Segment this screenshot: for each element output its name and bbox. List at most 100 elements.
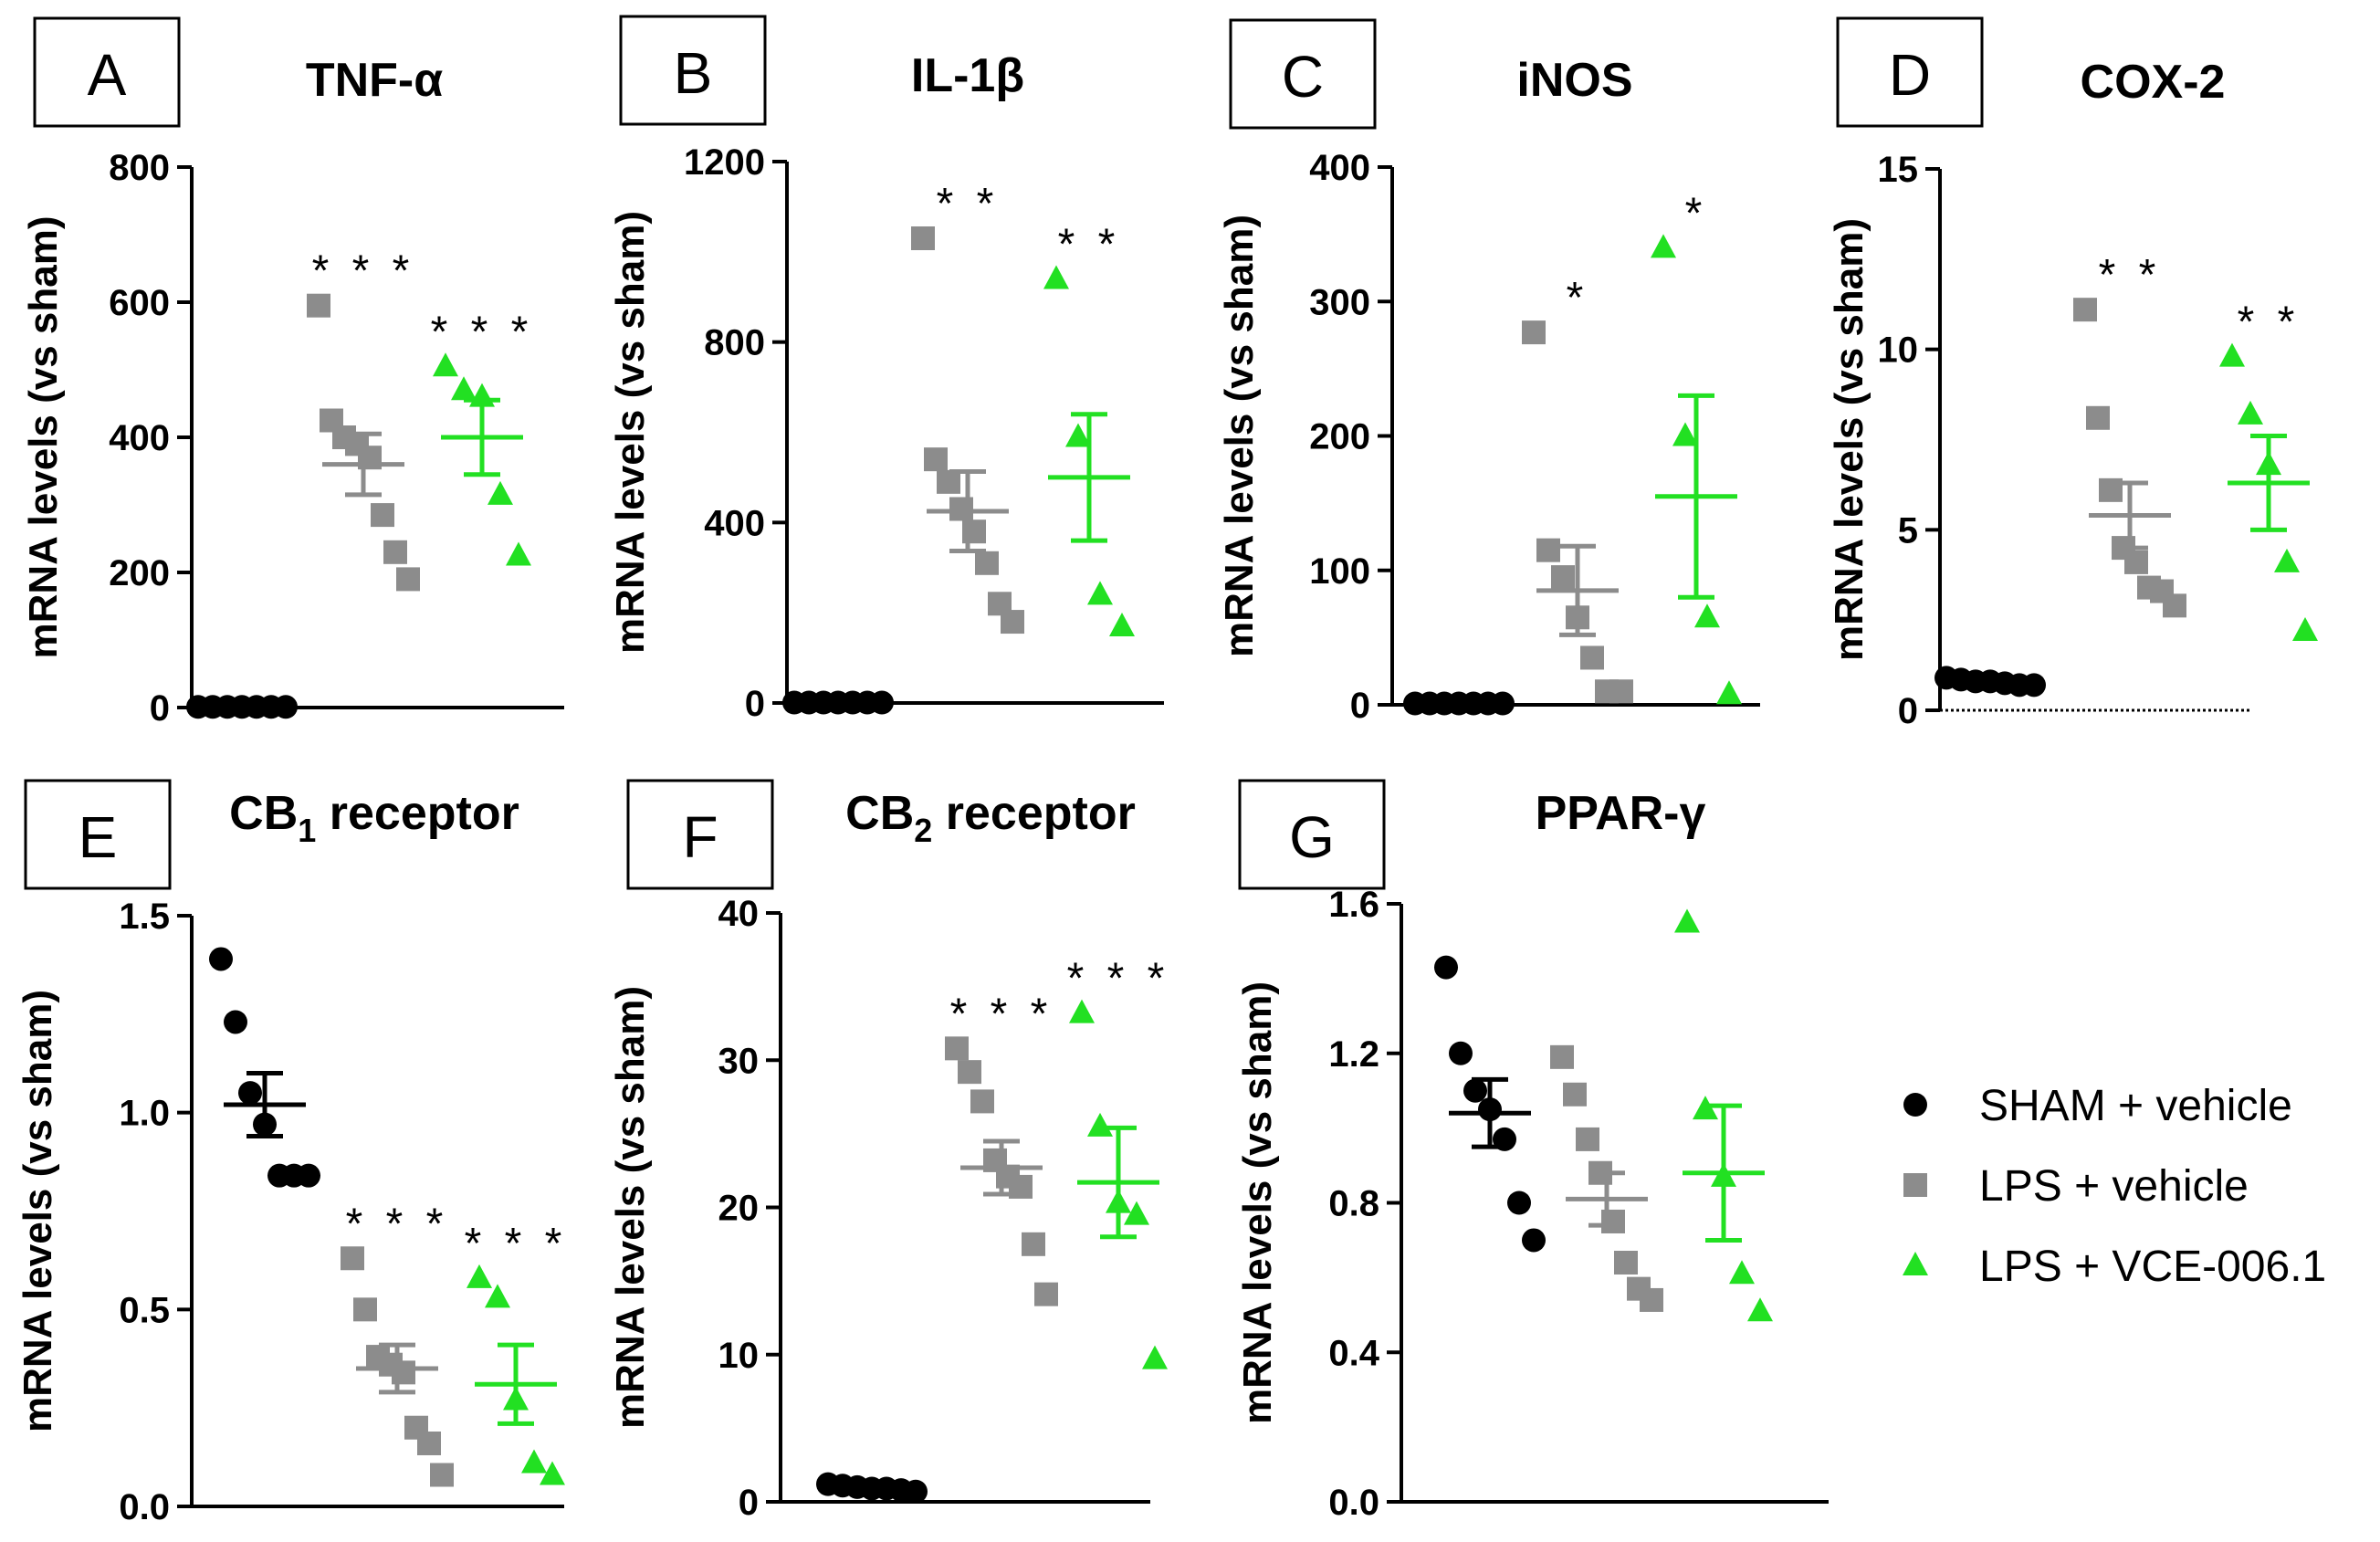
series-triangle: * * <box>2219 299 2318 642</box>
y-axis-label: mRNA levels (vs sham) <box>1827 218 1871 661</box>
series-square: * <box>1522 274 1633 704</box>
y-tick-label: 800 <box>704 323 765 363</box>
series-triangle: * * <box>1043 220 1135 636</box>
panel-label: F <box>682 804 718 870</box>
legend-marker <box>1903 1093 1927 1117</box>
series-square: * * * <box>341 1200 454 1487</box>
data-point <box>1651 234 1676 258</box>
y-tick-label: 0.0 <box>1328 1483 1379 1523</box>
data-point <box>1022 1232 1045 1256</box>
panel-title: iNOS <box>1516 54 1632 107</box>
data-point <box>307 293 330 318</box>
panel-e: E CB1 receptor 0.0 0.5 1.0 1.5 mRNA levels (vs… <box>16 779 568 1527</box>
panel-title: CB1 receptor <box>229 787 519 849</box>
data-point <box>2274 548 2300 572</box>
data-point <box>1576 1127 1599 1151</box>
significance-stars: * * <box>2099 251 2162 299</box>
series-circle <box>1403 691 1515 716</box>
panel-label-box <box>1836 16 1984 128</box>
data-point <box>945 1036 969 1061</box>
series-triangle: * * * <box>1067 955 1168 1369</box>
panel-label-box <box>24 779 172 890</box>
data-point <box>1001 610 1024 635</box>
series-triangle <box>1674 908 1773 1322</box>
data-point <box>958 1060 981 1085</box>
panel-title-suffix: receptor <box>932 787 1136 840</box>
panel-b: B IL-1β 0 400 800 1200 mRNA levels (vs sham) * … <box>608 15 1164 724</box>
data-point <box>911 226 935 251</box>
y-tick-label: 1200 <box>684 142 765 183</box>
panel-title-text: TNF-α <box>306 54 443 107</box>
data-point <box>924 447 948 472</box>
data-point <box>341 1246 364 1271</box>
data-point <box>1434 955 1458 980</box>
data-point <box>870 690 894 715</box>
panel-title: COX-2 <box>2081 56 2226 109</box>
y-tick-label: 1.0 <box>119 1094 170 1134</box>
panel-title-subscript: 1 <box>298 812 316 849</box>
panel-label-box <box>626 779 774 890</box>
data-point <box>937 469 960 494</box>
panel-f: F CB2 receptor 0 10 20 30 40 mRNA levels (vs sh… <box>608 779 1168 1523</box>
data-point <box>1522 320 1546 345</box>
series-circle <box>782 690 894 715</box>
y-tick-label: 0 <box>1350 686 1370 726</box>
panel-title: CB2 receptor <box>845 787 1136 849</box>
legend: SHAM + vehicle LPS + vehicle LPS + VCE-006… <box>1903 1082 2326 1291</box>
data-point <box>467 1264 492 1288</box>
data-point <box>1142 1345 1168 1369</box>
data-point <box>1609 679 1633 704</box>
data-point <box>2238 400 2263 425</box>
data-point <box>209 947 233 971</box>
data-point <box>2219 342 2245 367</box>
y-axis-label: mRNA levels (vs sham) <box>21 215 66 658</box>
data-point <box>1580 645 1604 670</box>
y-axis-label: mRNA levels (vs sham) <box>16 990 60 1432</box>
panel-title: PPAR-γ <box>1536 787 1706 840</box>
data-point <box>2163 593 2186 618</box>
series-circle <box>209 947 320 1188</box>
panel-title-text: PPAR-γ <box>1536 787 1706 840</box>
data-point <box>1729 1260 1755 1285</box>
data-point <box>371 503 394 528</box>
data-point <box>1065 423 1091 447</box>
series-square: * * <box>911 180 1024 635</box>
data-point <box>1640 1287 1663 1312</box>
panel-g: G PPAR-γ 0.0 0.4 0.8 1.2 1.6 mRNA levels (vs sh… <box>1235 779 1829 1523</box>
y-tick-label: 5 <box>1898 510 1918 551</box>
data-point <box>1034 1282 1058 1306</box>
significance-stars: * * * <box>346 1200 449 1248</box>
significance-stars: * * <box>2238 299 2301 347</box>
data-point <box>1716 680 1742 705</box>
significance-stars: * <box>1567 274 1589 322</box>
y-tick-label: 0.4 <box>1328 1333 1379 1373</box>
y-tick-label: 0.0 <box>119 1487 170 1527</box>
significance-stars: * * * <box>950 990 1054 1038</box>
data-point <box>451 376 477 401</box>
panel-title-text: IL-1β <box>911 49 1024 102</box>
panel-label: E <box>79 804 118 870</box>
series-triangle: * * * <box>431 308 534 566</box>
data-point <box>1463 1078 1487 1103</box>
y-tick-label: 100 <box>1309 551 1370 592</box>
panel-title: IL-1β <box>911 49 1024 102</box>
data-point <box>224 1010 247 1034</box>
y-tick-label: 200 <box>109 553 170 593</box>
series-circle <box>816 1472 928 1504</box>
data-point <box>904 1479 928 1504</box>
panel-title-text: COX-2 <box>2081 56 2226 109</box>
panel-title-subscript: 2 <box>914 812 932 849</box>
legend-label: LPS + vehicle <box>1979 1162 2249 1211</box>
significance-stars: * * * <box>431 308 534 356</box>
y-axis-label: mRNA levels (vs sham) <box>1217 215 1262 657</box>
y-axis-label: mRNA levels (vs sham) <box>1235 981 1280 1424</box>
panel-title-text: CB <box>845 787 914 840</box>
panel-title-suffix: receptor <box>316 787 519 840</box>
data-point <box>1124 1201 1149 1225</box>
data-point <box>297 1163 320 1188</box>
significance-stars: * * * <box>465 1220 568 1268</box>
y-tick-label: 10 <box>1878 330 1919 371</box>
series-square: * * <box>2073 251 2186 618</box>
